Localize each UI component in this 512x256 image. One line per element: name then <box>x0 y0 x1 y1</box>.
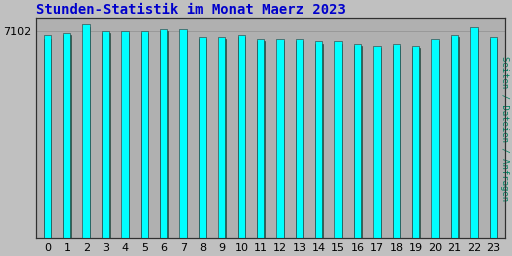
Bar <box>412 48 420 238</box>
Bar <box>63 33 70 238</box>
Bar <box>373 46 380 238</box>
Bar <box>295 39 303 238</box>
Bar <box>354 44 361 238</box>
Bar <box>238 37 245 238</box>
Bar <box>432 39 439 238</box>
Bar <box>489 37 497 238</box>
Bar <box>490 39 497 238</box>
Bar <box>141 33 148 238</box>
Bar <box>374 48 381 238</box>
Bar <box>121 31 129 238</box>
Bar <box>179 29 187 238</box>
Bar <box>257 39 264 238</box>
Bar <box>315 41 323 238</box>
Bar <box>276 41 284 238</box>
Bar <box>258 41 265 238</box>
Bar <box>160 31 168 238</box>
Bar <box>199 37 206 238</box>
Bar <box>44 35 51 238</box>
Bar <box>141 31 148 238</box>
Bar <box>180 31 187 238</box>
Bar <box>160 29 167 238</box>
Bar <box>296 41 304 238</box>
Y-axis label: Seiten / Dateien / Anfragen: Seiten / Dateien / Anfragen <box>500 56 509 201</box>
Bar <box>451 37 459 238</box>
Bar <box>218 37 225 238</box>
Bar <box>83 27 90 238</box>
Bar <box>335 44 342 238</box>
Bar <box>82 24 90 238</box>
Bar <box>63 35 71 238</box>
Bar <box>315 44 323 238</box>
Bar <box>238 35 245 238</box>
Bar <box>102 33 110 238</box>
Bar <box>393 44 400 238</box>
Bar <box>334 41 342 238</box>
Bar <box>432 41 439 238</box>
Bar <box>44 39 51 238</box>
Bar <box>412 46 419 238</box>
Bar <box>219 39 226 238</box>
Bar <box>471 29 478 238</box>
Bar <box>470 27 478 238</box>
Bar <box>276 39 284 238</box>
Bar <box>102 31 109 238</box>
Bar <box>451 35 458 238</box>
Bar <box>199 39 206 238</box>
Bar <box>354 46 361 238</box>
Bar <box>393 46 400 238</box>
Text: Stunden-Statistik im Monat Maerz 2023: Stunden-Statistik im Monat Maerz 2023 <box>36 3 346 17</box>
Bar <box>121 33 129 238</box>
